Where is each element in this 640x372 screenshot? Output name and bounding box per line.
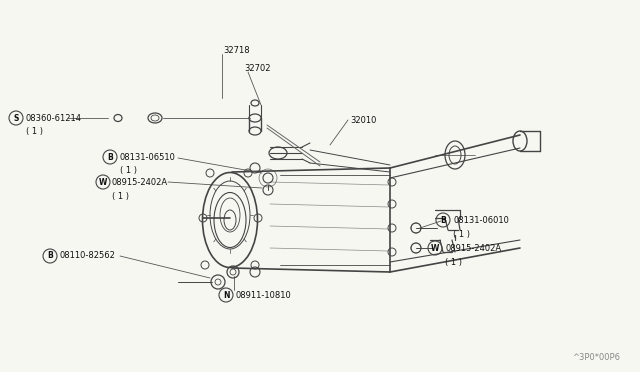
Text: B: B <box>440 215 446 224</box>
Text: ( 1 ): ( 1 ) <box>120 166 137 174</box>
Text: ( 1 ): ( 1 ) <box>453 230 470 238</box>
Text: S: S <box>13 113 19 122</box>
Text: 08360-61214: 08360-61214 <box>25 113 81 122</box>
Text: 08915-2402A: 08915-2402A <box>445 244 501 253</box>
Text: 08131-06010: 08131-06010 <box>453 215 509 224</box>
Text: 08110-82562: 08110-82562 <box>60 251 116 260</box>
Text: 32702: 32702 <box>244 64 271 73</box>
Text: B: B <box>47 251 53 260</box>
Text: W: W <box>431 244 439 253</box>
Text: ( 1 ): ( 1 ) <box>112 192 129 201</box>
Text: ( 1 ): ( 1 ) <box>26 126 43 135</box>
Text: ( 1 ): ( 1 ) <box>445 257 462 266</box>
Text: 32010: 32010 <box>350 115 376 125</box>
Text: 08131-06510: 08131-06510 <box>120 153 176 161</box>
Text: 08915-2402A: 08915-2402A <box>112 177 168 186</box>
Text: N: N <box>223 291 229 299</box>
Text: W: W <box>99 177 107 186</box>
Text: B: B <box>107 153 113 161</box>
Text: 32718: 32718 <box>223 45 250 55</box>
Text: ^3P0*00P6: ^3P0*00P6 <box>572 353 620 362</box>
Text: 08911-10810: 08911-10810 <box>236 291 292 299</box>
